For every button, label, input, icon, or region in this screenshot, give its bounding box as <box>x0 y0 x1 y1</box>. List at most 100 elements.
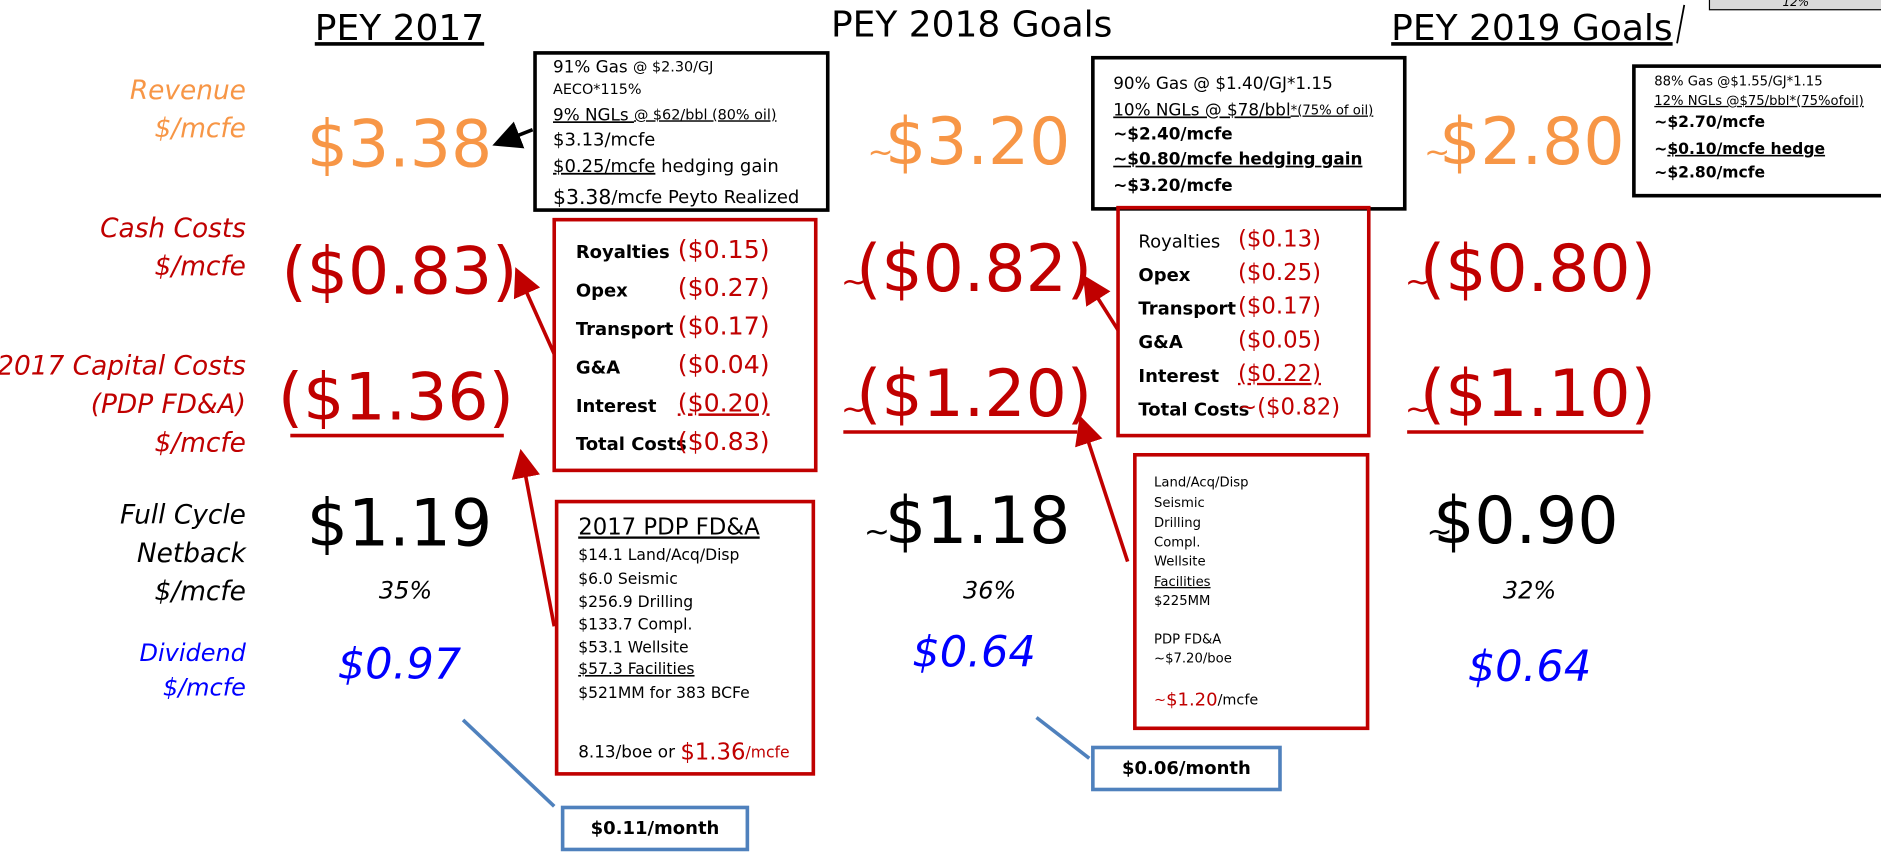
capital-box <box>554 499 816 776</box>
cost-box <box>552 217 818 473</box>
cost-label: Royalties <box>1138 231 1220 252</box>
netback-pct: 35% <box>379 577 432 605</box>
dividend: $0.64 <box>1468 642 1592 692</box>
revenue-box <box>533 51 830 212</box>
cost-value: ($0.83) <box>678 427 770 456</box>
box-line: AECO*115% <box>553 82 642 98</box>
corner-box <box>1708 0 1881 11</box>
capital-line: Compl. <box>1154 535 1200 550</box>
cost-value: ($0.27) <box>678 273 770 302</box>
approx: ~ <box>841 391 867 427</box>
arrow <box>492 121 534 149</box>
capital-costs: ($1.10) <box>1420 357 1656 432</box>
cost-value: ($0.15) <box>678 235 770 264</box>
cost-label: Transport <box>1138 299 1236 320</box>
row-label: $/mcfe <box>155 577 246 607</box>
approx: ~ <box>1426 514 1452 550</box>
text: $0.10/mcfe hedge <box>1667 139 1825 157</box>
cost-label: Interest <box>1138 366 1219 387</box>
connector <box>461 718 556 808</box>
row-label: $/mcfe <box>155 428 246 458</box>
cost-label: G&A <box>576 357 620 378</box>
netback-pct: 36% <box>963 577 1016 605</box>
capital-costs: ($1.20) <box>856 357 1092 432</box>
netback: $1.19 <box>307 487 492 562</box>
capital-line: Seismic <box>1154 496 1205 511</box>
box-line: ~$0.10/mcfe hedge <box>1654 139 1825 157</box>
box-line: 90% Gas @ $1.40/GJ*1.15 <box>1113 73 1333 93</box>
cost-label: Total Costs <box>576 434 687 455</box>
box-line: $3.13/mcfe <box>553 129 655 150</box>
text: 91% Gas <box>553 56 633 76</box>
box-total: 8.13/boe or $1.36/mcfe <box>578 739 789 765</box>
text: /mcfe <box>746 743 790 761</box>
row-labels: Revenue $/mcfe Cash Costs $/mcfe 2017 Ca… <box>0 76 248 702</box>
box-line: ~$0.80/mcfe hedging gain <box>1113 149 1362 169</box>
dividend-note: $0.11/month <box>591 818 720 839</box>
capital-line: Drilling <box>1154 516 1201 531</box>
approx: ~ <box>867 135 893 171</box>
revenue: $3.20 <box>885 105 1070 180</box>
cost-label: Transport <box>576 319 674 340</box>
box-line: 12% NGLs @$75/bbl*(75%ofoil) <box>1654 94 1864 109</box>
connector <box>1035 716 1091 760</box>
note-box <box>1091 745 1282 792</box>
text: /mcfe <box>1218 693 1259 709</box>
text: ~ <box>1154 693 1166 709</box>
approx: ~ <box>1424 135 1450 171</box>
row-label: (PDP FD&A) <box>91 390 246 420</box>
row-label: $/mcfe <box>163 674 246 702</box>
text: $0.25/mcfe <box>553 156 655 177</box>
approx: ~ <box>1405 264 1431 300</box>
cost-label: Opex <box>576 281 628 302</box>
box-title: 2017 PDP FD&A <box>578 514 760 540</box>
box-line: 10% NGLs @ $78/bbl*(75% of oil) <box>1113 100 1373 120</box>
box-line: ~$3.20/mcfe <box>1113 175 1232 195</box>
cash-costs: ($0.82) <box>856 232 1092 307</box>
text: @ $2.30/GJ <box>633 59 713 75</box>
cost-label: G&A <box>1138 332 1182 353</box>
row-label: Netback <box>137 539 248 569</box>
note-box <box>560 805 750 852</box>
row-label: $/mcfe <box>155 114 246 144</box>
text: 8.13/boe or <box>578 741 680 761</box>
box-line: ~$2.80/mcfe <box>1654 163 1765 181</box>
row-label: Full Cycle <box>120 500 246 530</box>
capital-line: $14.1 Land/Acq/Disp <box>578 546 739 564</box>
box-line: 9% NGLs @ $62/bbl (80% oil) <box>553 104 777 124</box>
capital-lines: Land/Acq/Disp Seismic Drilling Compl. Wellsi… <box>1154 475 1249 666</box>
text: @ $62/bbl (80% oil) <box>634 107 777 123</box>
cost-label: Total Costs <box>1138 399 1249 420</box>
capital-line: $133.7 Compl. <box>578 616 692 634</box>
text: hedging gain <box>655 156 778 177</box>
box-total: ~$1.20/mcfe <box>1154 690 1258 711</box>
text: 9% NGLs <box>553 104 634 124</box>
text: /mcfe Peyto Realized <box>611 187 799 208</box>
text: ~ <box>1654 139 1667 157</box>
revenue: $2.80 <box>1439 105 1624 180</box>
text: $1.36 <box>680 739 745 765</box>
row-label: Dividend <box>140 639 247 667</box>
capital-box <box>1133 452 1370 731</box>
capital-line: $521MM for 383 BCFe <box>578 684 750 702</box>
cost-value: ~($0.82) <box>1238 395 1340 421</box>
header: PEY 2019 Goals <box>1391 8 1672 49</box>
header: PEY 2018 Goals <box>831 5 1112 46</box>
cost-value: ($0.05) <box>1238 327 1321 353</box>
cost-value: ($0.17) <box>1238 294 1321 320</box>
text: 10% NGLs @ $78/bbl <box>1113 100 1290 120</box>
approx: ~ <box>1405 391 1431 427</box>
cost-label: Opex <box>1138 265 1190 286</box>
capital-line: ~$7.20/boe <box>1154 652 1232 667</box>
text: *(75% of oil) <box>1291 104 1374 119</box>
capital-line: PDP FD&A <box>1154 633 1221 648</box>
cost-label: Interest <box>576 396 657 417</box>
cost-value: ($0.13) <box>1238 227 1321 253</box>
capital-line: Facilities <box>1154 575 1211 590</box>
box-line: ~$2.40/mcfe <box>1113 123 1232 143</box>
revenue: $3.38 <box>307 107 492 182</box>
cost-value: ($0.20) <box>678 388 770 417</box>
arrow <box>513 267 556 355</box>
row-label: Cash Costs <box>100 214 246 244</box>
